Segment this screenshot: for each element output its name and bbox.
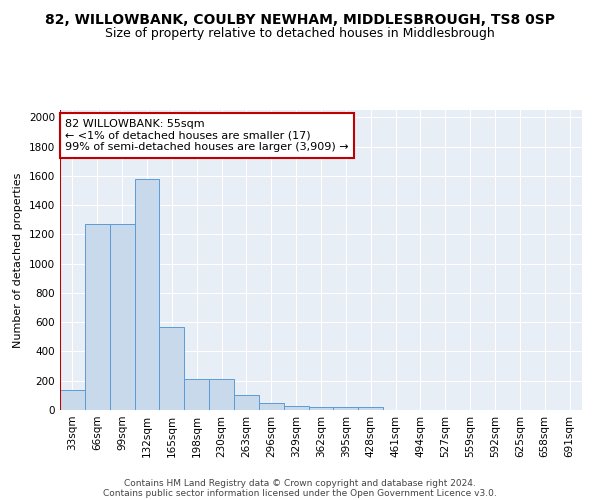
- Bar: [308, 407, 334, 410]
- Text: Contains public sector information licensed under the Open Government Licence v3: Contains public sector information licen…: [103, 488, 497, 498]
- Bar: [209, 378, 234, 410]
- Bar: [160, 326, 184, 410]
- Bar: [334, 407, 358, 410]
- Bar: [60, 390, 85, 410]
- Text: 82 WILLOWBANK: 55sqm
← <1% of detached houses are smaller (17)
99% of semi-detac: 82 WILLOWBANK: 55sqm ← <1% of detached h…: [65, 119, 349, 152]
- Bar: [259, 402, 284, 410]
- Bar: [134, 179, 160, 410]
- Bar: [358, 407, 383, 410]
- Text: 82, WILLOWBANK, COULBY NEWHAM, MIDDLESBROUGH, TS8 0SP: 82, WILLOWBANK, COULBY NEWHAM, MIDDLESBR…: [45, 12, 555, 26]
- Bar: [85, 224, 110, 410]
- Bar: [110, 224, 134, 410]
- Bar: [184, 378, 209, 410]
- Text: Contains HM Land Registry data © Crown copyright and database right 2024.: Contains HM Land Registry data © Crown c…: [124, 478, 476, 488]
- Y-axis label: Number of detached properties: Number of detached properties: [13, 172, 23, 348]
- Bar: [234, 396, 259, 410]
- Text: Size of property relative to detached houses in Middlesbrough: Size of property relative to detached ho…: [105, 28, 495, 40]
- Bar: [284, 406, 308, 410]
